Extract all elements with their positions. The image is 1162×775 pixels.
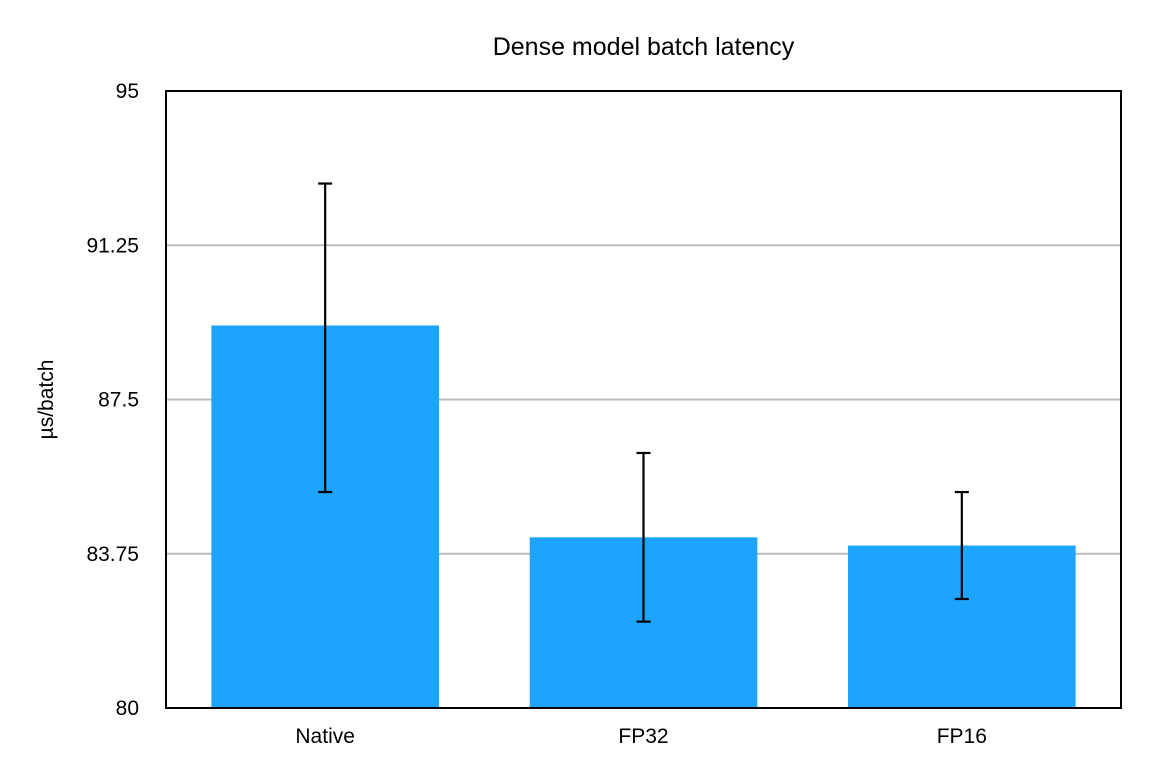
y-tick-label: 87.5 bbox=[98, 389, 139, 412]
y-axis-label: µs/batch bbox=[35, 360, 58, 440]
x-tick-labels: Native FP32 FP16 bbox=[295, 725, 987, 748]
y-tick-labels: 80 83.75 87.5 91.25 95 bbox=[86, 80, 139, 720]
x-tick-label: FP16 bbox=[937, 725, 987, 748]
y-tick-label: 91.25 bbox=[86, 234, 139, 257]
error-bars bbox=[318, 182, 969, 623]
y-tick-label: 95 bbox=[116, 80, 139, 103]
x-tick-label: FP32 bbox=[618, 725, 668, 748]
y-tick-label: 83.75 bbox=[86, 543, 139, 566]
y-tick-label: 80 bbox=[116, 697, 139, 720]
plot-frame bbox=[165, 90, 1122, 709]
x-tick-label: Native bbox=[295, 725, 355, 748]
chart-title: Dense model batch latency bbox=[493, 33, 795, 61]
